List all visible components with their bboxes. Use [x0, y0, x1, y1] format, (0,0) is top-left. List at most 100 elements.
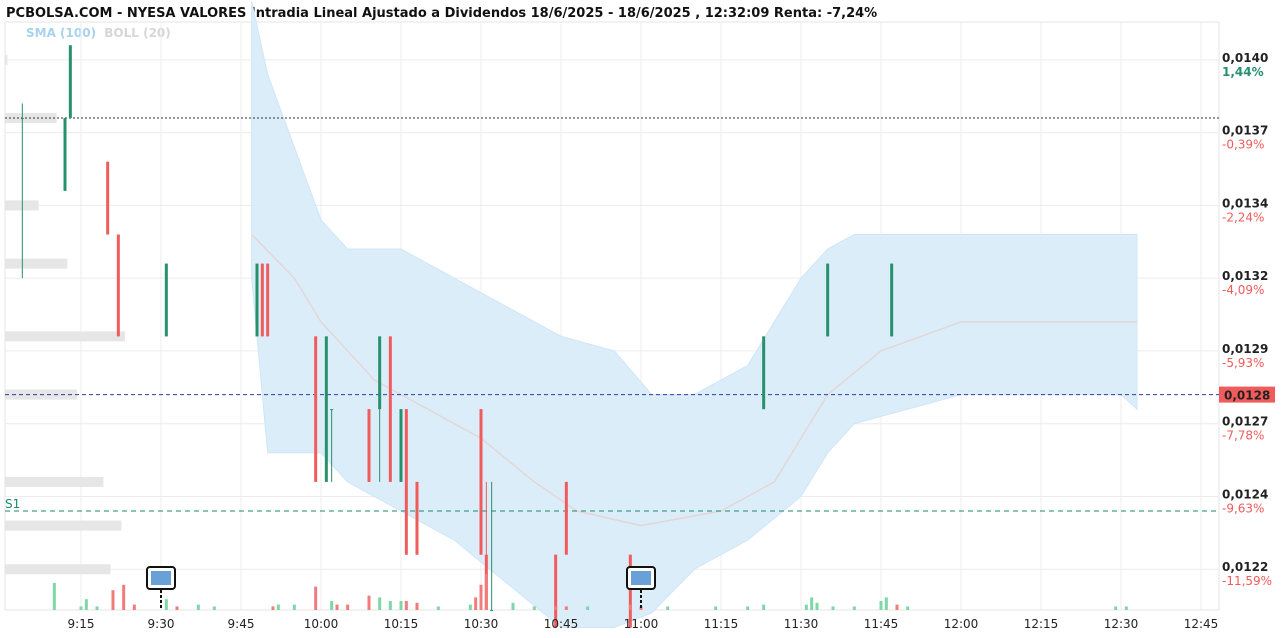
volume-bar — [831, 606, 835, 610]
y-tick-pct: -2,24% — [1222, 210, 1264, 224]
volume-bar — [468, 604, 472, 610]
volume-bar — [399, 601, 403, 610]
x-tick-label: 11:45 — [864, 617, 899, 631]
y-tick-label: 0,0127 — [1222, 415, 1268, 429]
volume-bar — [815, 602, 819, 610]
y-tick-pct: -7,78% — [1222, 429, 1264, 443]
x-tick-label: 11:15 — [704, 617, 739, 631]
volume-bar — [879, 601, 883, 610]
chart-title: PCBOLSA.COM - NYESA VALORES Intradia Lin… — [6, 6, 878, 21]
volume-bar — [479, 584, 483, 610]
volume-bar — [906, 606, 910, 610]
y-tick-pct: -11,59% — [1222, 574, 1272, 588]
volume-bar — [52, 583, 56, 610]
volume-bar — [762, 604, 766, 610]
volume-profile-bar — [5, 258, 68, 269]
news-markers — [146, 566, 656, 610]
candle-body — [116, 234, 120, 337]
volume-bar — [714, 606, 718, 610]
candle-body — [415, 481, 419, 555]
volume-bar — [804, 604, 808, 610]
volume-bar — [404, 601, 408, 610]
candle-body — [762, 336, 766, 410]
volume-bar — [554, 606, 558, 610]
volume-bar — [175, 606, 179, 610]
volume-bar — [511, 602, 515, 610]
candle-body — [490, 610, 494, 611]
volume-profile-bar — [5, 564, 111, 575]
bollinger-area — [251, 1, 1138, 628]
candle-body — [68, 45, 72, 119]
volume-bar — [474, 597, 478, 610]
volume-bar — [378, 597, 382, 610]
candle-body — [564, 481, 568, 555]
y-tick-label: 0,0122 — [1222, 560, 1268, 574]
candle-body — [324, 336, 328, 482]
volume-bar — [1114, 606, 1118, 610]
x-tick-label: 12:00 — [944, 617, 979, 631]
candle-body — [399, 409, 403, 482]
y-tick-label: 0,0124 — [1222, 487, 1268, 501]
volume-profile-bar — [5, 331, 125, 342]
volume-bar — [196, 604, 200, 610]
bollinger-band — [251, 1, 1138, 628]
boll-indicator-label[interactable]: BOLL (20) — [104, 26, 171, 40]
candle-body — [388, 336, 392, 482]
volume-bar — [292, 604, 296, 610]
volume-bar — [564, 606, 568, 610]
candle-body — [826, 263, 830, 337]
candle-body — [628, 554, 632, 628]
support-label: S1 — [5, 497, 20, 511]
volume-bar — [164, 599, 168, 610]
volume-bar — [1124, 606, 1128, 610]
volume-bar — [346, 604, 350, 610]
volume-bar — [810, 597, 814, 610]
x-tick-label: 10:15 — [384, 617, 419, 631]
y-tick-label: 0,0134 — [1222, 196, 1268, 210]
candle-body — [378, 336, 382, 410]
y-tick-label: 0,0132 — [1222, 269, 1268, 283]
x-tick-label: 12:45 — [1184, 617, 1219, 631]
volume-bars — [52, 574, 1128, 610]
candle-body — [479, 409, 483, 555]
y-tick-label: 0,0129 — [1222, 342, 1268, 356]
volume-bar — [122, 584, 126, 610]
volume-bar — [111, 590, 115, 610]
news-icon[interactable] — [146, 566, 176, 610]
sma-line — [251, 233, 1137, 527]
x-tick-label: 9:30 — [148, 617, 175, 631]
volume-bar — [212, 606, 216, 610]
volume-bar — [79, 606, 83, 610]
news-icon[interactable] — [626, 566, 656, 610]
y-tick-pct: -4,09% — [1222, 283, 1264, 297]
x-tick-label: 12:30 — [1104, 617, 1139, 631]
volume-profile-bar — [5, 476, 104, 487]
x-tick-label: 10:00 — [304, 617, 339, 631]
x-tick-label: 10:30 — [464, 617, 499, 631]
volume-profile-bar — [5, 200, 39, 211]
candle-body — [260, 263, 264, 337]
volume-bar — [639, 606, 643, 610]
volume-bar — [484, 574, 488, 610]
volume-bar — [415, 602, 419, 610]
volume-bar — [436, 606, 440, 610]
candle-body — [554, 554, 558, 628]
volume-bar — [388, 601, 392, 610]
news-marker-screen — [151, 571, 171, 585]
sma-indicator-label[interactable]: SMA (100) — [26, 26, 97, 40]
volume-bar — [84, 599, 88, 610]
y-tick-pct: -9,63% — [1222, 501, 1264, 515]
reference-lines: S1 — [5, 117, 1219, 512]
x-tick-label: 9:45 — [228, 617, 255, 631]
y-tick-label: 0,0140 — [1222, 51, 1268, 65]
news-marker-screen — [631, 571, 651, 585]
volume-bar — [884, 597, 888, 610]
candle-body — [314, 336, 318, 482]
last-price-label: 0,0128 — [1224, 389, 1270, 403]
volume-bar — [532, 606, 536, 610]
volume-bar — [335, 604, 339, 610]
volume-bar — [330, 601, 334, 610]
candle-body — [890, 263, 894, 337]
